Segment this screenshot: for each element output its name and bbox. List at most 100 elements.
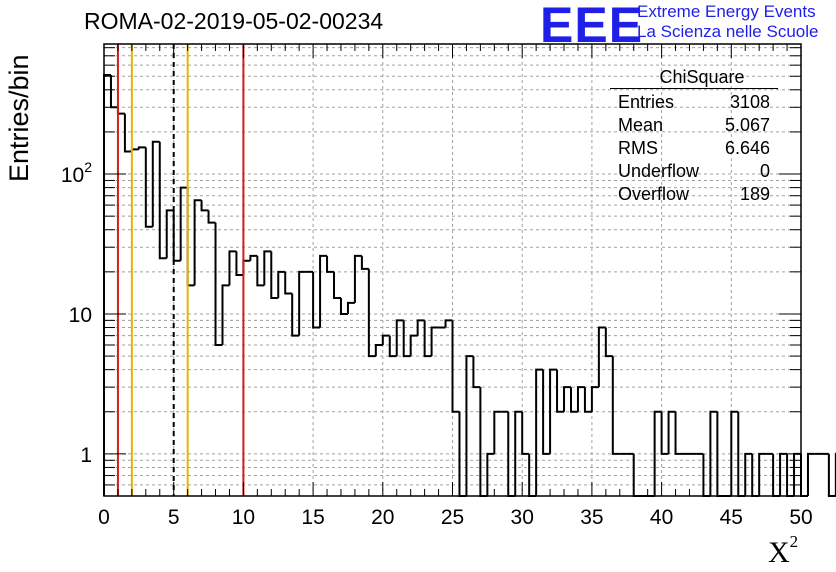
stats-label: RMS xyxy=(618,138,658,158)
histogram-bin xyxy=(409,334,418,357)
histogram-bin xyxy=(367,268,376,358)
histogram-bin xyxy=(730,410,739,496)
histogram-bin xyxy=(388,335,397,358)
histogram-bin xyxy=(284,271,293,295)
histogram-bin xyxy=(179,186,188,261)
x-axis-label-exponent: 2 xyxy=(789,532,799,551)
histogram-bin xyxy=(758,452,767,496)
histogram-bin xyxy=(549,368,558,454)
y-tick-label-base: 10 xyxy=(69,304,92,327)
histogram-bin xyxy=(346,301,355,314)
histogram-bin xyxy=(221,284,230,346)
x-axis-label-base: X xyxy=(768,536,790,569)
histogram-bin xyxy=(395,319,404,357)
histogram-bin xyxy=(298,270,307,336)
histogram-bin xyxy=(200,200,209,212)
histogram-bin xyxy=(604,327,613,358)
histogram-bin xyxy=(130,148,139,152)
histogram-bin xyxy=(486,452,495,496)
stats-value: 189 xyxy=(739,184,770,204)
histogram-bin xyxy=(360,255,369,270)
stats-row-rms: RMS 6.646 xyxy=(610,137,778,160)
y-tick-label-base: 10 xyxy=(61,164,84,187)
histogram-bin xyxy=(827,453,836,497)
histogram-bin xyxy=(611,356,620,455)
stats-row-entries: Entries 3108 xyxy=(610,91,778,114)
histogram-bin xyxy=(249,254,258,261)
histogram-bin xyxy=(144,147,153,228)
histogram-bin xyxy=(353,254,362,303)
stats-label: Entries xyxy=(618,92,675,112)
histogram-bin xyxy=(542,369,551,455)
histogram-bin xyxy=(597,326,606,388)
stats-label: Underflow xyxy=(618,161,700,181)
y-tick-label-base: 1 xyxy=(80,444,92,467)
histogram-bin xyxy=(465,355,474,496)
x-tick-label: 10 xyxy=(232,506,255,529)
histogram-bin xyxy=(186,187,195,287)
logo-mark: EEE xyxy=(540,0,644,53)
y-tick-label-exponent: 2 xyxy=(84,159,92,175)
stats-label: Overflow xyxy=(618,184,690,204)
x-tick-label: 40 xyxy=(650,506,673,529)
reference-lines xyxy=(116,44,245,496)
axis-ticks xyxy=(103,44,802,496)
logo-line-2: La Scienza nelle Scuole xyxy=(637,22,819,41)
histogram-bin xyxy=(151,140,160,227)
x-tick-label: 45 xyxy=(720,506,743,529)
histogram-bin xyxy=(277,270,286,299)
stats-row-underflow: Underflow 0 xyxy=(610,160,778,183)
histogram-bin xyxy=(744,452,753,496)
histogram-bin xyxy=(423,320,432,358)
histogram-bin xyxy=(653,410,662,496)
histogram-bin xyxy=(479,387,488,497)
histogram-bin xyxy=(535,368,544,496)
histogram-bin xyxy=(228,250,237,286)
stats-row-overflow: Overflow 189 xyxy=(610,183,778,206)
x-tick-label: 20 xyxy=(371,506,394,529)
histogram-bin xyxy=(116,107,125,115)
x-tick-label: 30 xyxy=(511,506,534,529)
histogram-bin xyxy=(521,411,530,455)
histogram-bin xyxy=(667,410,676,454)
histogram-bin xyxy=(123,113,132,153)
y-axis-label: Entries/bin xyxy=(4,54,34,182)
histogram-bin xyxy=(451,320,460,413)
histogram-bin xyxy=(333,271,341,300)
x-tick-label: 0 xyxy=(98,506,110,529)
histogram-bin xyxy=(514,410,523,496)
histogram-bin xyxy=(569,387,578,413)
stats-box: ChiSquare Entries 3108 Mean 5.067 RMS 6.… xyxy=(610,66,778,206)
histogram-bin xyxy=(660,411,669,455)
x-axis-label: X2 xyxy=(768,532,798,570)
histogram-bin xyxy=(214,222,223,347)
x-tick-label: 25 xyxy=(441,506,464,529)
histogram-bin xyxy=(674,411,683,455)
histogram-bin xyxy=(319,254,328,328)
histogram-bin xyxy=(381,334,390,346)
histogram-bin xyxy=(590,386,599,412)
histogram-bin xyxy=(137,146,146,150)
histogram-bin xyxy=(493,410,502,454)
histogram-bin xyxy=(709,410,718,496)
logo-line-1: Extreme Energy Events xyxy=(637,2,816,21)
histogram-bin xyxy=(402,320,411,358)
histogram-bin xyxy=(263,250,272,286)
histogram-bin xyxy=(312,271,321,329)
histogram-bin xyxy=(235,251,244,276)
histogram-bin xyxy=(416,319,425,336)
y-tick-label: 1 xyxy=(80,444,92,467)
histogram-bin xyxy=(165,209,174,259)
histogram-bin xyxy=(256,255,265,287)
histogram-bin xyxy=(326,255,335,273)
histogram-bin xyxy=(242,259,251,275)
stats-label: Mean xyxy=(618,115,664,135)
x-tick-label: 50 xyxy=(789,506,812,529)
histogram-bin xyxy=(158,141,167,260)
stats-value: 3108 xyxy=(729,92,770,112)
histogram-bin xyxy=(430,326,439,357)
histogram-bin xyxy=(103,74,111,496)
y-tick-label: 10 xyxy=(69,304,92,327)
